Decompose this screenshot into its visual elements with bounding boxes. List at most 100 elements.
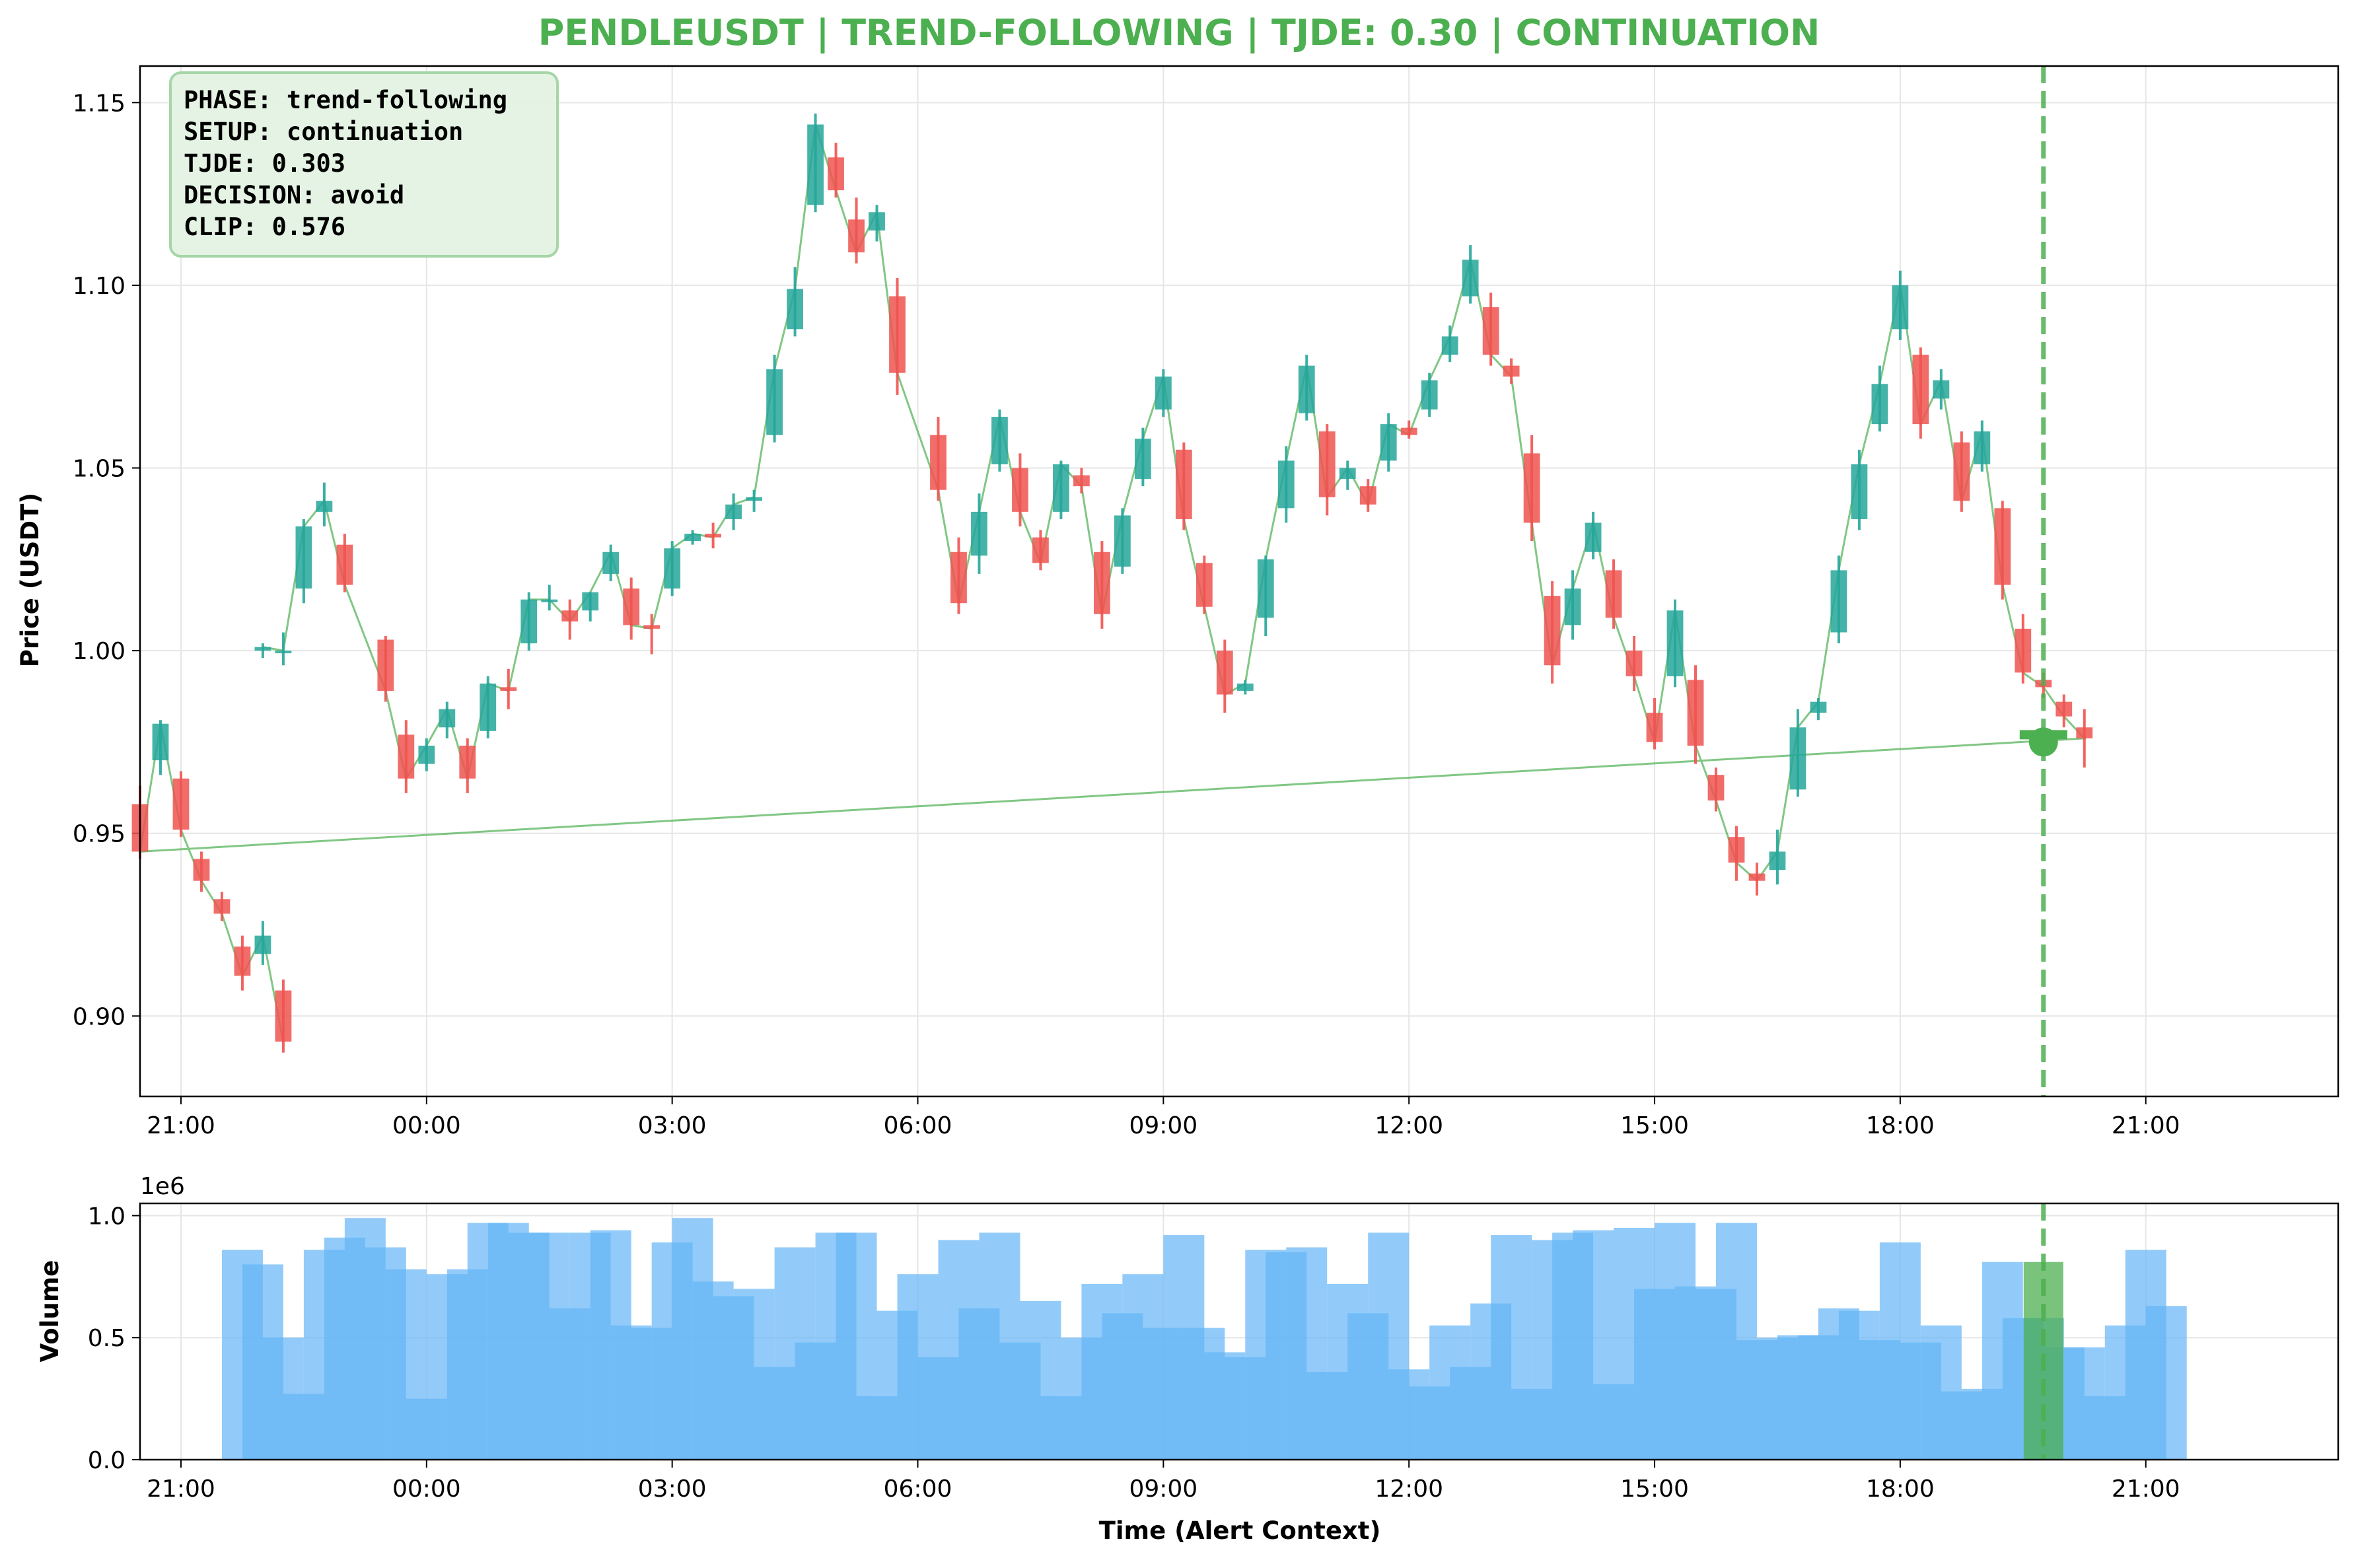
candle-body <box>664 548 681 589</box>
candle-body <box>828 157 844 191</box>
candle-body <box>1687 680 1704 746</box>
candle-body <box>1155 376 1172 410</box>
price-y-tick-label: 1.05 <box>73 456 125 483</box>
chart-title: PENDLEUSDT | TREND-FOLLOWING | TJDE: 0.3… <box>538 12 1820 53</box>
price-y-tick-label: 1.15 <box>73 90 125 117</box>
price-y-tick-label: 1.00 <box>73 638 125 665</box>
candle-body <box>1605 570 1622 618</box>
candle-body <box>1216 651 1233 695</box>
price-plot-frame <box>139 65 2340 1098</box>
candle-body <box>418 745 435 764</box>
volume-panel: 21:00 00:00 03:00 06:00 09:00 12:00 15:00 18:00… <box>88 1202 2340 1503</box>
candle-body <box>1175 449 1192 519</box>
price-x-tick-label: 06:00 <box>884 1112 952 1139</box>
candle-body <box>1359 486 1376 505</box>
candle-body <box>971 511 987 556</box>
volume-x-tick-label: 12:00 <box>1375 1476 1443 1503</box>
time-axis-title: Time (Alert Context) <box>1099 1516 1381 1545</box>
candle-body <box>1646 713 1663 742</box>
candle-body <box>1236 683 1254 691</box>
candle-body <box>725 504 742 519</box>
candle-body <box>1994 508 2011 585</box>
candle-body <box>254 935 271 954</box>
info-box-line: PHASE: trend-following <box>184 86 507 114</box>
price-axis-title: Price (USDT) <box>16 493 44 667</box>
candle-body <box>275 651 292 654</box>
volume-x-tick-label: 03:00 <box>638 1476 707 1503</box>
candle-body <box>520 599 538 644</box>
volume-x-tick-label: 21:00 <box>147 1476 215 1503</box>
volume-axis-title: Volume <box>36 1260 64 1363</box>
price-x-tick-label: 12:00 <box>1375 1112 1443 1139</box>
candle-body <box>1134 439 1151 480</box>
candle-body <box>1196 563 1213 607</box>
candle-body <box>1564 588 1581 625</box>
candle-body <box>1953 442 1970 501</box>
candle-body <box>295 526 312 589</box>
candle-body <box>1974 431 1991 464</box>
candle-body <box>643 625 661 629</box>
candle-body <box>623 588 640 625</box>
candle-body <box>705 534 722 538</box>
candle-body <box>1093 552 1110 614</box>
candle-body <box>439 709 456 728</box>
candle-body <box>1892 285 1909 330</box>
candle-body <box>869 212 885 231</box>
info-box-line: SETUP: continuation <box>184 118 463 146</box>
candle-body <box>1318 431 1336 497</box>
price-x-tick-label: 15:00 <box>1620 1112 1689 1139</box>
candle-body <box>1380 424 1397 461</box>
candle-body <box>991 417 1008 464</box>
candle-body <box>2015 628 2032 673</box>
candle-body <box>1912 355 1929 425</box>
candle-body <box>1523 453 1540 523</box>
candle-body <box>1053 464 1069 512</box>
candle-body <box>1482 307 1499 355</box>
candle-body <box>766 369 783 435</box>
volume-offset-label: 1e6 <box>140 1173 185 1200</box>
candle-body <box>459 745 476 779</box>
price-y-tick-label: 1.10 <box>73 273 125 300</box>
candle-body <box>1707 775 1725 801</box>
candle-body <box>480 683 497 731</box>
candle-body <box>1400 427 1417 435</box>
candle-body <box>541 599 558 602</box>
price-x-tick-label: 03:00 <box>638 1112 707 1139</box>
candle-body <box>398 734 415 779</box>
candle-body <box>377 639 394 691</box>
candle-body <box>2055 701 2073 717</box>
candle-body <box>807 124 824 205</box>
price-y-tick-label: 0.95 <box>73 821 125 848</box>
price-x-tick-label: 21:00 <box>147 1112 215 1139</box>
candle-body <box>254 647 271 651</box>
candle-body <box>1012 468 1028 512</box>
price-y-tick-label: 0.90 <box>73 1003 125 1030</box>
candle-body <box>561 610 579 622</box>
candle-body <box>1728 837 1745 863</box>
candle-body <box>275 990 292 1042</box>
candle-body <box>1114 515 1131 567</box>
candle-body <box>1462 260 1479 297</box>
info-box-line: CLIP: 0.576 <box>184 213 345 241</box>
volume-x-tick-label: 15:00 <box>1620 1476 1689 1503</box>
volume-y-tick-label: 0.0 <box>88 1447 125 1474</box>
candle-body <box>1830 570 1847 633</box>
candle-body <box>1851 464 1868 519</box>
candle-body <box>193 859 210 881</box>
candle-body <box>746 497 763 501</box>
candle-body <box>213 899 231 914</box>
candle-body <box>684 534 701 542</box>
candle-body <box>1032 537 1049 563</box>
candle-body <box>1441 336 1458 355</box>
candle-body <box>889 296 906 373</box>
candle-body <box>316 501 333 512</box>
price-x-tick-label: 21:00 <box>2112 1112 2180 1139</box>
info-box-line: TJDE: 0.303 <box>184 149 345 178</box>
volume-x-tick-label: 21:00 <box>2112 1476 2180 1503</box>
candle-body <box>950 552 967 604</box>
candle-body <box>1298 365 1315 413</box>
candle-body <box>1871 384 1888 425</box>
candle-body <box>1789 727 1806 790</box>
